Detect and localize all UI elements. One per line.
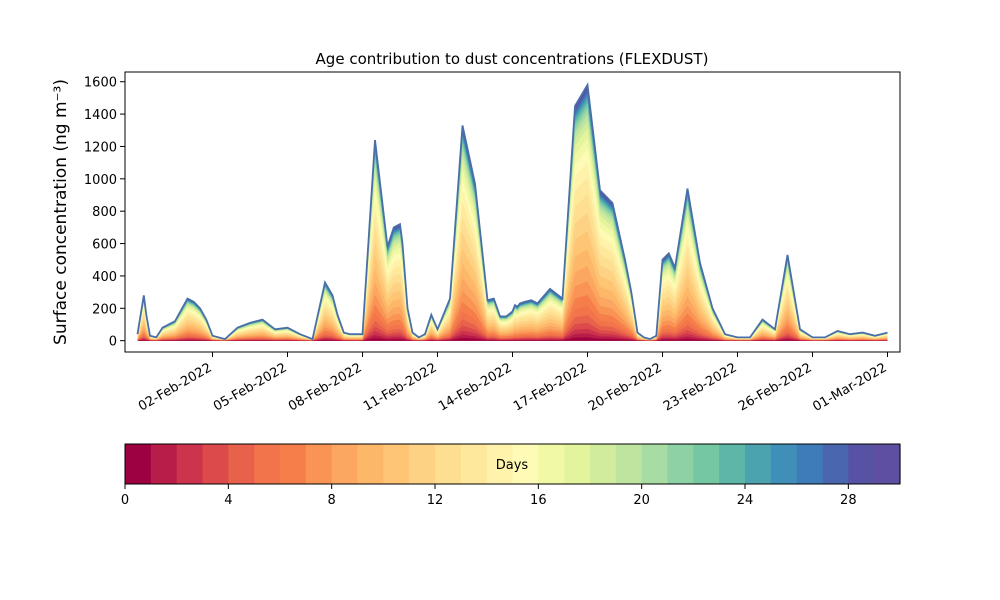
colorbar-swatch: [512, 444, 539, 484]
age-layer-28: [137, 87, 888, 341]
x-tick-label: 26-Feb-2022: [736, 360, 815, 414]
age-layer-17: [137, 128, 888, 341]
colorbar-frame: [124, 443, 901, 485]
colorbar-swatch: [770, 444, 798, 484]
colorbar-swatches: [125, 444, 901, 484]
age-layer-2: [137, 328, 888, 341]
colorbar-swatch: [796, 444, 824, 484]
y-axis-ticks: 0 200 400 600 800 1000 1200 1400 1600: [84, 76, 125, 350]
colorbar-tick-label: 8: [328, 493, 336, 508]
colorbar-swatch: [460, 444, 488, 484]
main-plot: 0 200 400 600 800 1000 1200 1400 1600 02-Feb-202…: [51, 50, 901, 415]
colorbar-tick-label: 12: [427, 493, 444, 508]
x-tick-label: 05-Feb-2022: [211, 360, 290, 414]
y-tick-label: 600: [92, 238, 117, 253]
y-tick-label: 0: [109, 335, 117, 350]
colorbar-swatch: [435, 444, 462, 484]
colorbar-tick-label: 20: [633, 493, 650, 508]
colorbar-swatch: [667, 444, 694, 484]
colorbar-swatch: [331, 444, 359, 484]
colorbar-swatch: [615, 444, 643, 484]
colorbar-swatch: [150, 444, 178, 484]
colorbar-swatch: [254, 444, 281, 484]
age-layer-1: [137, 333, 888, 341]
y-tick-label: 1400: [84, 108, 117, 123]
age-layer-25: [137, 94, 888, 341]
age-stacked-area: [137, 84, 888, 341]
colorbar-tick-label: 4: [224, 493, 232, 508]
colorbar-swatch: [202, 444, 229, 484]
x-tick-label: 02-Feb-2022: [136, 360, 215, 414]
age-layer-22: [137, 102, 888, 341]
total-line: [136, 82, 888, 341]
y-tick-label: 1200: [84, 140, 117, 155]
total-concentration-line: [136, 82, 888, 341]
colorbar-tick-label: 0: [121, 493, 129, 508]
age-layer-19: [137, 114, 888, 341]
colorbar-swatch: [280, 444, 307, 484]
x-tick-label: 17-Feb-2022: [511, 360, 590, 414]
colorbar-swatch: [745, 444, 772, 484]
chart-title: Age contribution to dust concentrations …: [316, 50, 709, 68]
y-tick-label: 800: [92, 205, 117, 220]
y-tick-label: 400: [92, 270, 117, 285]
x-tick-label: 20-Feb-2022: [586, 360, 665, 414]
colorbar: Days 0 4 8 12 16 20 24 28: [121, 443, 901, 508]
age-layer-24: [137, 97, 888, 341]
colorbar-swatch: [383, 444, 410, 484]
age-layer-8: [137, 266, 888, 341]
colorbar-swatch: [641, 444, 669, 484]
colorbar-tick-label: 28: [840, 493, 857, 508]
x-tick-label: 08-Feb-2022: [286, 360, 365, 414]
y-tick-label: 1000: [84, 173, 117, 188]
colorbar-label: Days: [496, 458, 529, 473]
age-layer-9: [137, 249, 888, 341]
colorbar-swatch: [357, 444, 384, 484]
x-tick-label: 11-Feb-2022: [361, 360, 440, 414]
colorbar-swatch: [228, 444, 255, 484]
colorbar-swatch: [719, 444, 746, 484]
age-layer-20: [137, 110, 888, 341]
colorbar-swatch: [305, 444, 333, 484]
colorbar-swatch: [486, 444, 514, 484]
colorbar-ticks: 0 4 8 12 16 20 24 28: [121, 484, 857, 508]
age-layer-26: [137, 92, 888, 341]
age-layer-5: [137, 306, 888, 341]
colorbar-swatch: [874, 444, 901, 484]
age-layer-3: [137, 322, 888, 341]
age-layer-21: [137, 106, 888, 341]
colorbar-tick-label: 24: [737, 493, 754, 508]
age-layer-4: [137, 315, 888, 341]
age-layer-7: [137, 281, 888, 341]
x-tick-label: 01-Mar-2022: [810, 360, 889, 414]
age-layer-18: [137, 120, 888, 341]
colorbar-swatch: [693, 444, 720, 484]
x-tick-label: 14-Feb-2022: [436, 360, 515, 414]
age-layer-29: [137, 84, 888, 341]
x-tick-label: 23-Feb-2022: [661, 360, 740, 414]
age-layer-23: [137, 100, 888, 341]
colorbar-swatch: [822, 444, 849, 484]
colorbar-swatch: [590, 444, 617, 484]
colorbar-swatch: [125, 444, 152, 484]
colorbar-swatch: [538, 444, 565, 484]
y-axis-label: Surface concentration (ng m⁻³): [51, 79, 71, 345]
colorbar-swatch: [848, 444, 875, 484]
colorbar-swatch: [564, 444, 591, 484]
y-tick-label: 1600: [84, 76, 117, 91]
colorbar-swatch: [409, 444, 436, 484]
x-axis-ticks: 02-Feb-202205-Feb-202208-Feb-202211-Feb-…: [136, 352, 890, 415]
age-layer-0: [137, 337, 888, 341]
y-tick-label: 200: [92, 302, 117, 317]
age-layer-27: [137, 89, 888, 341]
colorbar-swatch: [176, 444, 204, 484]
age-layer-6: [137, 294, 888, 341]
colorbar-tick-label: 16: [530, 493, 547, 508]
